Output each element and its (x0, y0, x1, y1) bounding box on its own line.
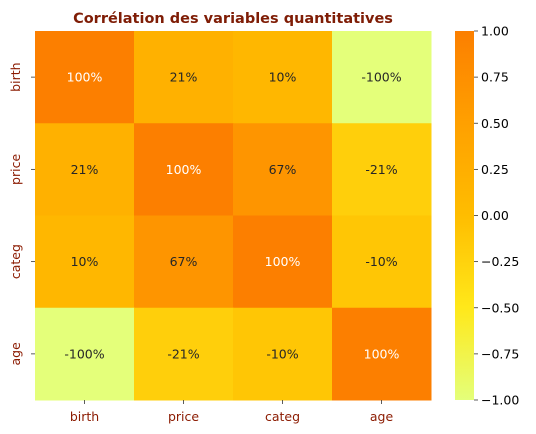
x-tick-label: categ (265, 409, 300, 424)
heatmap-cell (233, 307, 333, 401)
heatmap-cell (332, 215, 432, 309)
colorbar-tick-label: −0.75 (481, 346, 519, 361)
heatmap-cell (134, 307, 234, 401)
colorbar-tick-label: −0.25 (481, 254, 519, 269)
colorbar-ticks: 1.00 0.75 0.50 0.25 0.00 −0.25 −0.50 −0.75 −1.00 (474, 24, 519, 408)
cell-annotation: -100% (64, 346, 104, 361)
y-tick-label: categ (8, 244, 23, 279)
x-tick-label: price (168, 409, 199, 424)
colorbar-tick-label: 1.00 (481, 24, 509, 39)
cell-annotation: -10% (266, 346, 298, 361)
cell-annotation: 100% (67, 70, 103, 85)
y-tick-label: age (8, 342, 23, 366)
colorbar (455, 31, 474, 400)
x-tick-label: birth (70, 409, 99, 424)
cell-annotation: 100% (364, 346, 400, 361)
heatmap-cell (233, 31, 333, 124)
colorbar-tick-label: 0.50 (481, 116, 509, 131)
cell-annotation: -100% (361, 70, 401, 85)
cell-annotation: 67% (269, 162, 297, 177)
heatmap-cell (332, 123, 432, 216)
heatmap-cell (233, 123, 333, 216)
cell-annotation: 100% (265, 254, 301, 269)
cell-annotation: -21% (167, 346, 199, 361)
cell-annotation: 67% (170, 254, 198, 269)
x-tick-label: age (370, 409, 394, 424)
chart-title: Corrélation des variables quantitatives (73, 11, 393, 27)
cell-annotation: 21% (71, 162, 99, 177)
heatmap-cell (134, 123, 234, 216)
cell-annotation: 21% (170, 70, 198, 85)
x-axis: birth price categ age (70, 400, 394, 424)
cell-annotation: 100% (166, 162, 202, 177)
colorbar-tick-label: 0.00 (481, 208, 509, 223)
heatmap-cell (134, 215, 234, 309)
heatmap-cell (35, 307, 135, 401)
heatmap-cell (35, 31, 135, 124)
heatmap-cell (134, 31, 234, 124)
cell-annotation: 10% (71, 254, 99, 269)
y-axis: birth price categ age (8, 62, 35, 366)
colorbar-tick-label: 0.75 (481, 70, 509, 85)
heatmap-cell (35, 215, 135, 309)
colorbar-tick-label: 0.25 (481, 162, 509, 177)
heatmap-cell (332, 307, 432, 401)
heatmap-cell (35, 123, 135, 216)
cell-annotation: -10% (365, 254, 397, 269)
y-tick-label: birth (8, 62, 23, 91)
heatmap-cell (233, 215, 333, 309)
heatmap-cells (35, 31, 432, 401)
cell-annotation: 10% (269, 70, 297, 85)
heatmap-cell (332, 31, 432, 124)
cell-annotation: -21% (365, 162, 397, 177)
colorbar-tick-label: −0.50 (481, 300, 519, 315)
colorbar-tick-label: −1.00 (481, 393, 519, 408)
heatmap-annotations: 100% 21% 10% -100% 21% 100% 67% -21% 10% 67% 100% -… (64, 70, 401, 362)
y-tick-label: price (8, 154, 23, 185)
